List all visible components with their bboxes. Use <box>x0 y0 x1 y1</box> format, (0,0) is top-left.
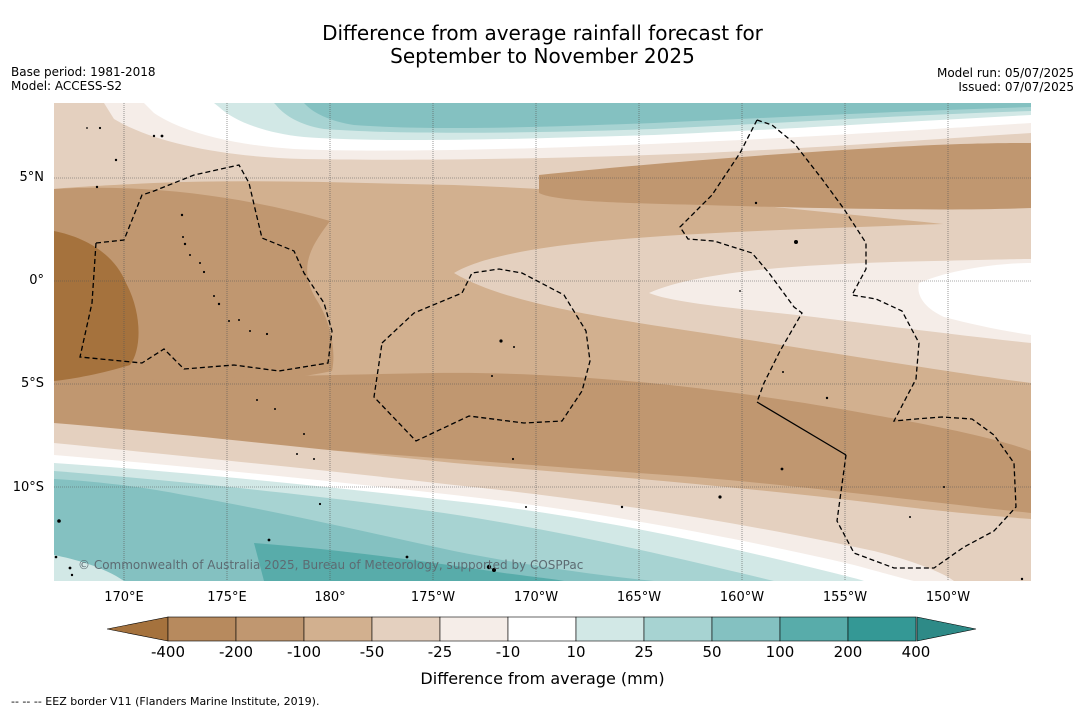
lon-label-180: 180° <box>314 590 346 605</box>
colorbar-cell <box>439 616 509 642</box>
issued-date: Issued: 07/07/2025 <box>958 80 1074 94</box>
colorbar-tick: -100 <box>286 643 322 661</box>
copyright-notice: © Commonwealth of Australia 2025, Bureau… <box>78 558 584 572</box>
band-north-p50 <box>304 103 1031 129</box>
colorbar-cell <box>643 616 713 642</box>
title-line-2: September to November 2025 <box>390 44 695 68</box>
colorbar-cell <box>371 616 441 642</box>
lon-label-170e: 170°E <box>104 590 144 605</box>
band-south-n100 <box>54 372 1031 513</box>
islands <box>54 126 1024 581</box>
region-west-n200 <box>54 231 139 381</box>
eez-borders <box>79 119 1017 569</box>
colorbar <box>106 615 978 647</box>
band-south-p100 <box>254 543 564 581</box>
eez-footnote: -- -- -- EEZ border V11 (Flanders Marine… <box>11 695 320 708</box>
colorbar-cell <box>235 616 305 642</box>
colorbar-svg <box>106 616 977 642</box>
map-title: Difference from average rainfall forecas… <box>0 22 1085 68</box>
base-period: Base period: 1981-2018 <box>11 65 156 79</box>
meta-left: Base period: 1981-2018 Model: ACCESS-S2 <box>11 65 156 93</box>
colorbar-cell <box>779 616 849 642</box>
colorbar-tick: 50 <box>702 643 722 661</box>
colorbar-tick: -25 <box>427 643 453 661</box>
colorbar-cell <box>167 616 237 642</box>
model-run: Model run: 05/07/2025 <box>936 66 1074 80</box>
lon-label-150w: 150°W <box>925 590 971 605</box>
colorbar-extend-high <box>916 616 977 642</box>
colorbar-label: Difference from average (mm) <box>420 669 665 688</box>
colorbar-tick: -10 <box>495 643 521 661</box>
colorbar-tick: 100 <box>765 643 795 661</box>
colorbar-extend-low <box>106 616 169 642</box>
colorbar-cell <box>507 616 577 642</box>
colorbar-tick: -200 <box>218 643 254 661</box>
colorbar-tick: 25 <box>634 643 654 661</box>
lon-label-160w: 160°W <box>719 590 765 605</box>
lon-label-170w: 170°W <box>513 590 559 605</box>
colorbar-cell <box>847 616 917 642</box>
eez-solid-segment <box>756 401 847 456</box>
colorbar-tick: -50 <box>359 643 385 661</box>
lon-label-175e: 175°E <box>207 590 247 605</box>
colorbar-cell <box>303 616 373 642</box>
band-south-p50 <box>54 479 654 581</box>
lat-label-5n: 5°N <box>19 170 45 185</box>
colorbar-tick: 10 <box>566 643 586 661</box>
title-line-1: Difference from average rainfall forecas… <box>322 21 763 45</box>
colorbar-cell <box>575 616 645 642</box>
graticule <box>54 103 1031 581</box>
lon-label-175w: 175°W <box>410 590 456 605</box>
colorbar-cell <box>711 616 781 642</box>
colorbar-tick: -400 <box>150 643 186 661</box>
lat-label-5s: 5°S <box>20 376 44 391</box>
model-name: Model: ACCESS-S2 <box>11 79 123 93</box>
lat-label-10s: 10°S <box>12 480 44 495</box>
lat-label-0: 0° <box>29 273 44 288</box>
colorbar-tick: 200 <box>833 643 863 661</box>
band-north-n100 <box>539 143 1031 210</box>
lon-label-155w: 155°W <box>822 590 868 605</box>
lon-label-165w: 165°W <box>616 590 662 605</box>
meta-right: Model run: 05/07/2025 Issued: 07/07/2025 <box>937 66 1074 94</box>
rainfall-map-svg <box>54 103 1031 581</box>
rainfall-map <box>54 103 1031 581</box>
colorbar-tick: 400 <box>901 643 931 661</box>
